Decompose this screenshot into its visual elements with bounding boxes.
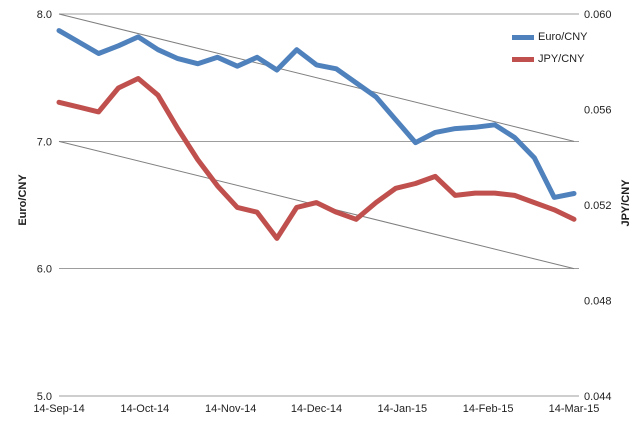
- right-axis-tick-label: 0.060: [584, 9, 612, 21]
- left-axis-tick-label: 7.0: [37, 136, 52, 148]
- right-axis-title: JPY/CNY: [620, 179, 632, 227]
- jpy-cny-line-swatch-icon: [512, 57, 534, 62]
- x-axis-tick-label: 14-Mar-15: [549, 403, 600, 415]
- right-axis-tick-label: 0.044: [584, 391, 612, 403]
- x-axis-tick-label: 14-Dec-14: [291, 403, 342, 415]
- legend-item-euro-cny: Euro/CNY: [512, 31, 588, 44]
- x-axis-tick-label: 14-Oct-14: [120, 403, 169, 415]
- x-axis-tick-label: 14-Nov-14: [205, 403, 256, 415]
- series-line-euro-cny: [56, 28, 577, 200]
- legend: Euro/CNY JPY/CNY: [512, 31, 588, 66]
- x-axis-tick-label: 14-Sep-14: [33, 403, 84, 415]
- left-axis-tick-label: 6.0: [37, 264, 52, 276]
- left-axis-tick-label: 8.0: [37, 9, 52, 21]
- left-axis-tick-label: 5.0: [37, 391, 52, 403]
- right-axis-tick-label: 0.056: [584, 105, 612, 117]
- trendline: [58, 13, 575, 142]
- right-axis-tick-label: 0.048: [584, 296, 612, 308]
- x-axis-tick-label: 14-Jan-15: [378, 403, 428, 415]
- x-axis-tick-label: 14-Feb-15: [463, 403, 514, 415]
- euro-cny-line-swatch-icon: [512, 35, 534, 40]
- legend-label-jpy-cny: JPY/CNY: [538, 53, 585, 65]
- legend-label-euro-cny: Euro/CNY: [538, 31, 588, 43]
- right-axis-tick-label: 0.052: [584, 200, 612, 212]
- series-line-jpy-cny: [56, 76, 577, 241]
- legend-item-jpy-cny: JPY/CNY: [512, 53, 588, 66]
- left-axis-title: Euro/CNY: [17, 174, 29, 226]
